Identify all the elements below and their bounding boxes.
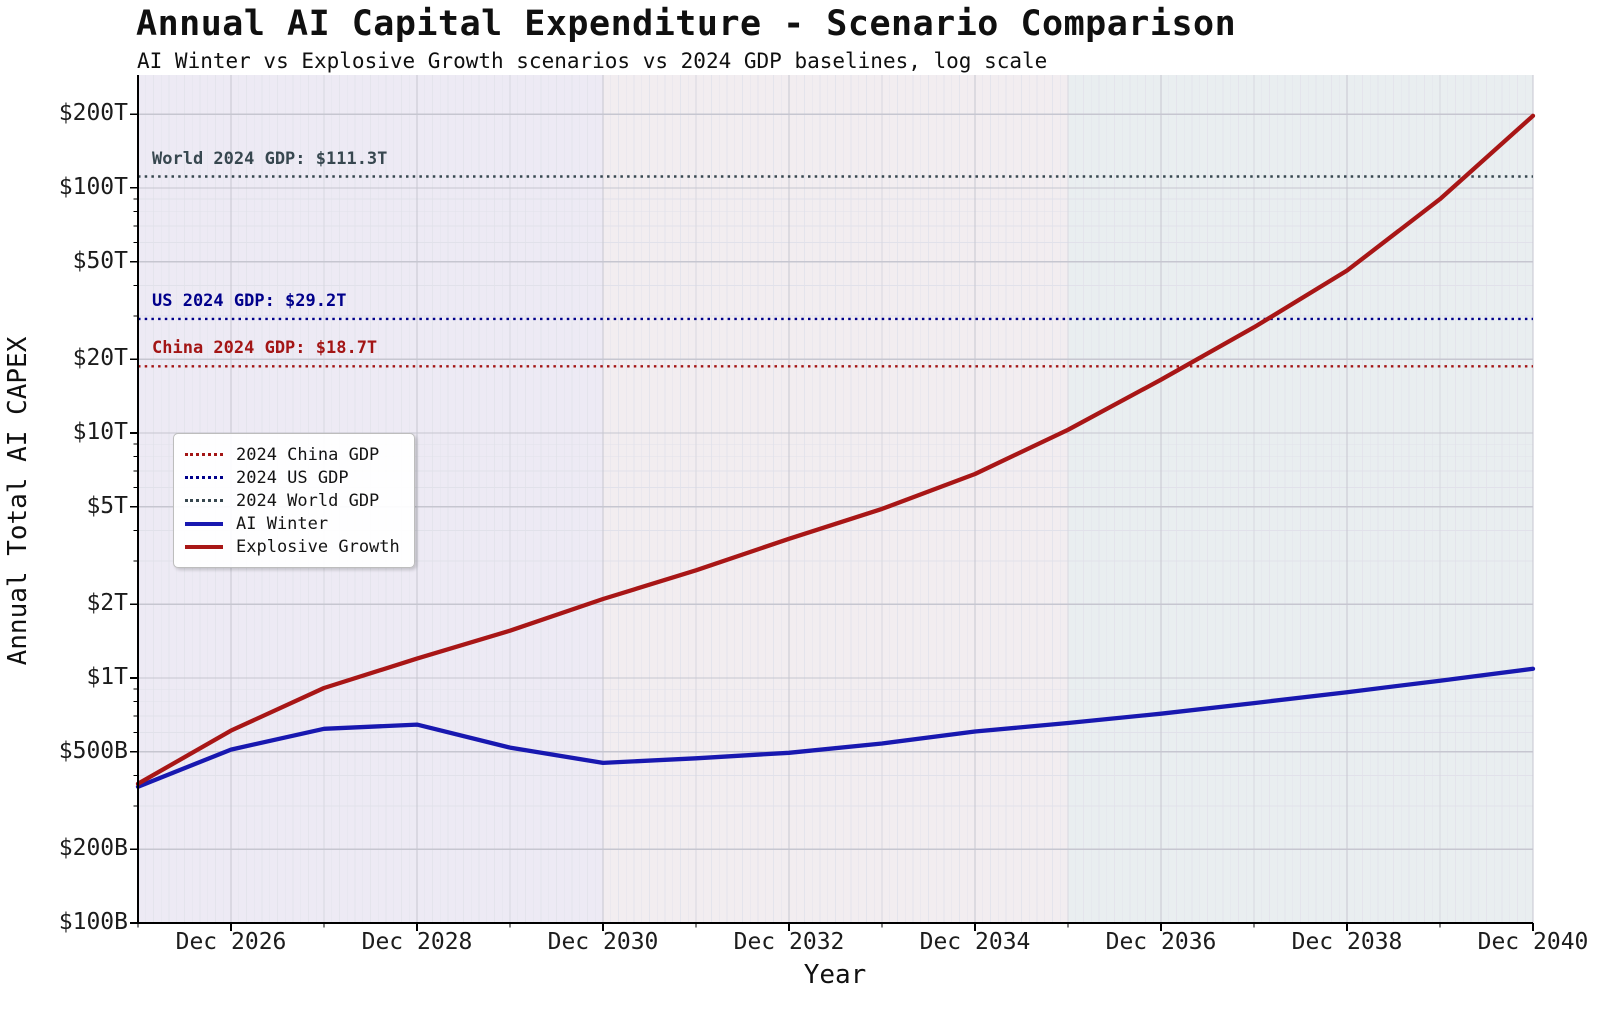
y-tick-label: $5T bbox=[86, 492, 128, 519]
legend-label: Explosive Growth bbox=[236, 536, 400, 557]
dotted-line-sample bbox=[185, 476, 223, 479]
x-tick-label: Dec 2028 bbox=[361, 929, 473, 955]
y-tick-label: $1T bbox=[86, 663, 128, 690]
y-tick-label: $50T bbox=[72, 247, 128, 274]
plot-area: China 2024 GDP: $18.7T US 2024 GDP: $29.2… bbox=[130, 75, 1536, 931]
series-line-ai-winter bbox=[135, 666, 1536, 789]
y-tick-label: $500B bbox=[58, 737, 128, 764]
baseline-annotation-world-gdp: World 2024 GDP: $111.3T bbox=[152, 148, 388, 169]
chart-title: Annual AI Capital Expenditure - Scenario… bbox=[136, 4, 1237, 44]
x-major-gridlines bbox=[230, 75, 1534, 923]
major-ticks bbox=[130, 113, 1534, 931]
legend-entry-2024-world-gdp: 2024 World GDP bbox=[185, 489, 400, 512]
legend-entry-2024-china-gdp: 2024 China GDP bbox=[185, 443, 400, 466]
legend-label: 2024 US GDP bbox=[236, 467, 349, 488]
x-tick-label: Dec 2032 bbox=[733, 929, 845, 955]
minor-ticks bbox=[133, 198, 1441, 928]
y-tick-label: $2T bbox=[86, 590, 128, 617]
series-line-explosive-growth bbox=[135, 113, 1536, 786]
y-tick-label: $100T bbox=[58, 173, 128, 200]
x-tick-label: Dec 2040 bbox=[1477, 929, 1589, 955]
x-tick-label: Dec 2036 bbox=[1105, 929, 1217, 955]
x-tick-label: Dec 2038 bbox=[1291, 929, 1403, 955]
solid-line-sample bbox=[185, 544, 223, 549]
baseline-annotation-us-gdp: US 2024 GDP: $29.2T bbox=[152, 290, 347, 311]
baseline-annotation-china-gdp: China 2024 GDP: $18.7T bbox=[152, 338, 378, 359]
legend-label: 2024 China GDP bbox=[236, 444, 380, 465]
legend-entry-explosive-growth: Explosive Growth bbox=[185, 535, 400, 558]
y-tick-label: $200B bbox=[58, 835, 128, 862]
legend-label: AI Winter bbox=[236, 513, 329, 534]
chart-subtitle: AI Winter vs Explosive Growth scenarios … bbox=[137, 49, 1048, 73]
x-tick-label: Dec 2026 bbox=[175, 929, 287, 955]
legend-entry-2024-us-gdp: 2024 US GDP bbox=[185, 466, 400, 489]
y-tick-label: $100B bbox=[58, 909, 128, 935]
y-tick-label: $10T bbox=[72, 418, 128, 445]
x-tick-label: Dec 2034 bbox=[919, 929, 1031, 955]
y-tick-label: $200T bbox=[58, 100, 128, 127]
plot-svg bbox=[130, 75, 1536, 931]
legend-entry-ai-winter: AI Winter bbox=[185, 512, 400, 535]
month-minor-gridlines bbox=[145, 75, 1526, 923]
solid-line-sample bbox=[185, 521, 223, 526]
dotted-line-sample bbox=[185, 453, 223, 456]
x-axis-title: Year bbox=[803, 960, 867, 990]
legend: 2024 China GDP 2024 US GDP 2024 World GDP A… bbox=[173, 433, 415, 568]
y-tick-label: $20T bbox=[72, 345, 128, 372]
legend-label: 2024 World GDP bbox=[236, 490, 380, 511]
dotted-line-sample bbox=[185, 499, 223, 502]
x-tick-label: Dec 2030 bbox=[547, 929, 659, 955]
